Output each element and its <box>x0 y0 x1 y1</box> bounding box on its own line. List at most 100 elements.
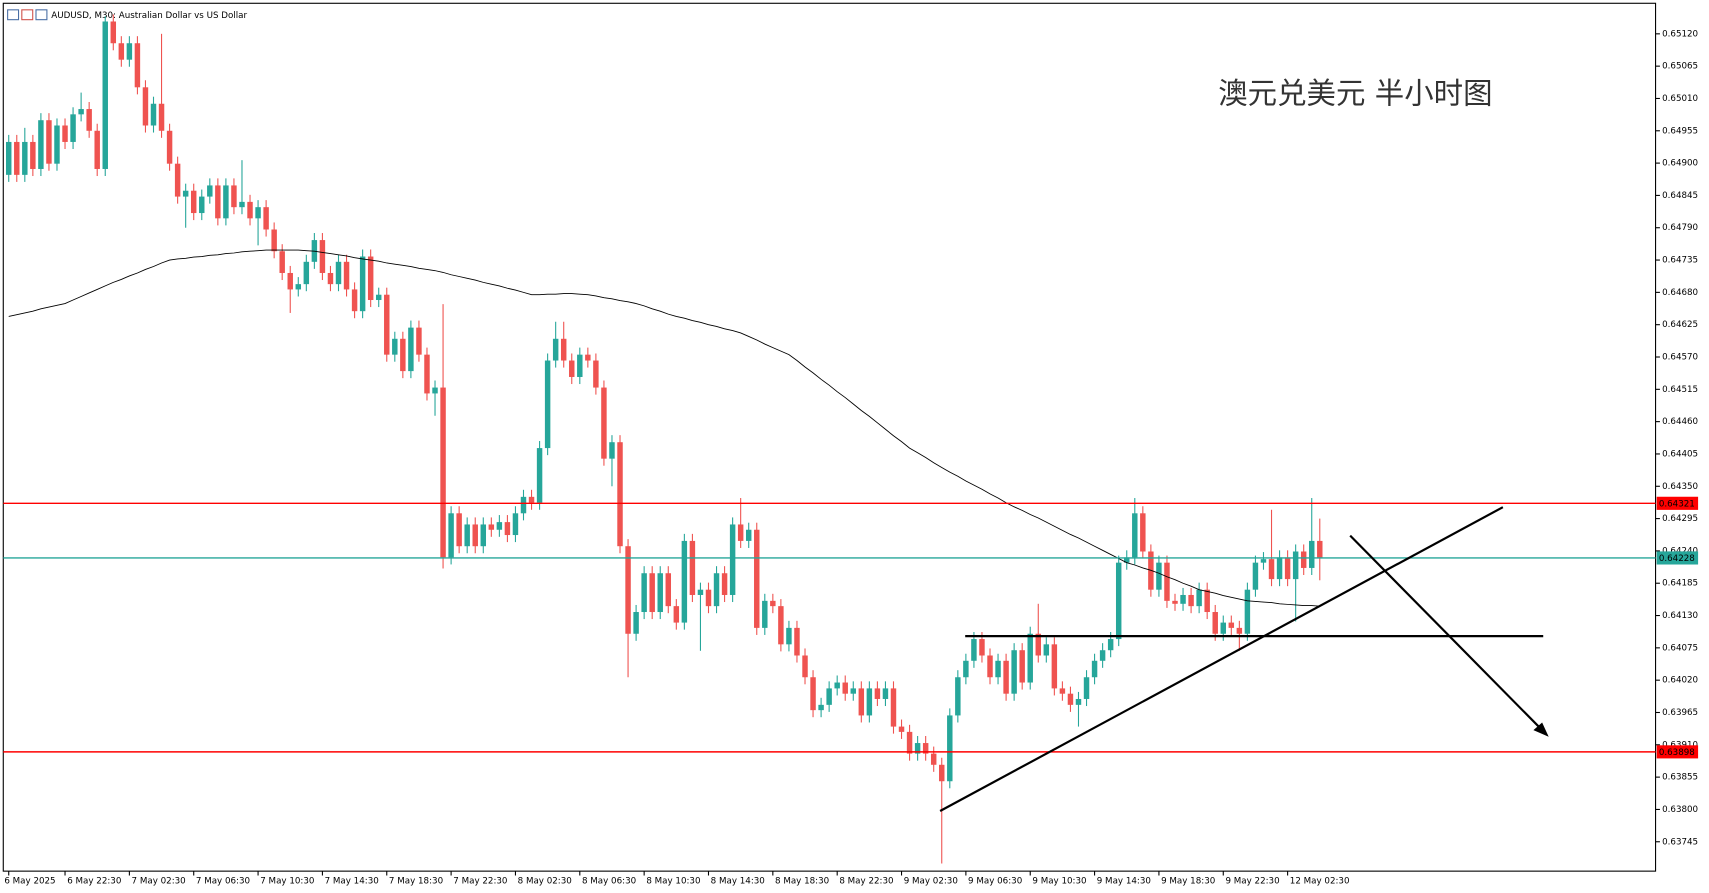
y-tick-label: 0.64955 <box>1662 126 1698 136</box>
price-label: 0.63898 <box>1659 748 1695 758</box>
candle-body <box>617 442 623 547</box>
x-tick-label: 7 May 22:30 <box>453 876 507 886</box>
candle-body <box>1164 562 1170 601</box>
plot-frame <box>2 2 1657 872</box>
candle-body <box>1035 633 1041 656</box>
candle-body <box>199 196 205 214</box>
candle-body <box>898 726 905 732</box>
candle-body <box>520 496 527 514</box>
x-tick-label: 12 May 02:30 <box>1290 876 1350 886</box>
candle-body <box>882 688 889 699</box>
candle-body <box>1172 600 1178 604</box>
candle-body <box>1220 622 1226 634</box>
x-tick-label: 8 May 06:30 <box>582 876 636 886</box>
candle-body <box>1196 589 1202 607</box>
candle-body <box>577 354 583 377</box>
candle-body <box>601 387 607 459</box>
candle-body <box>408 327 414 372</box>
y-tick-label: 0.64185 <box>1662 579 1698 589</box>
candle-body <box>1019 650 1025 683</box>
candle-body <box>263 207 269 230</box>
y-tick-label: 0.64735 <box>1662 256 1698 266</box>
candle-body <box>392 338 398 355</box>
candle-body <box>947 715 953 782</box>
candle-body <box>850 688 856 694</box>
x-tick-label: 9 May 10:30 <box>1032 876 1086 886</box>
x-tick-label: 8 May 14:30 <box>711 876 765 886</box>
x-tick-label: 8 May 10:30 <box>646 876 700 886</box>
candle-body <box>110 21 117 44</box>
candle-body <box>126 43 133 60</box>
candle-body <box>1268 559 1275 580</box>
candle-body <box>1300 551 1307 568</box>
candle-body <box>215 185 221 219</box>
y-tick-label: 0.64845 <box>1662 191 1698 201</box>
candle-body <box>440 387 446 558</box>
candle-body <box>279 251 285 273</box>
candle-body <box>303 261 310 285</box>
candle-body <box>810 677 816 711</box>
candle-body <box>697 589 704 595</box>
candle-body <box>633 612 639 634</box>
candle-body <box>367 256 374 301</box>
candle-body <box>319 240 326 273</box>
candle-body <box>1156 562 1162 590</box>
candle-body <box>657 573 663 613</box>
candle-body <box>842 682 848 694</box>
candle-body <box>142 87 149 126</box>
candle-body <box>86 109 92 131</box>
arrow-head <box>1533 722 1549 737</box>
candle-body <box>1051 644 1058 689</box>
x-tick-label: 7 May 14:30 <box>325 876 379 886</box>
candle-body <box>560 338 567 361</box>
y-tick-label: 0.64460 <box>1662 417 1698 427</box>
candle-body <box>786 627 792 645</box>
arrow-line <box>1349 534 1546 734</box>
candle-body <box>295 284 302 290</box>
candle-body <box>504 522 511 536</box>
candle-body <box>922 743 929 754</box>
candle-body <box>665 573 672 607</box>
candle-body <box>416 327 422 355</box>
candle-body <box>14 141 20 175</box>
candle-body <box>971 639 977 661</box>
y-tick-label: 0.64350 <box>1662 482 1698 492</box>
y-tick-label: 0.65065 <box>1662 62 1698 72</box>
candle-body <box>327 272 334 285</box>
candle-body <box>1244 589 1251 634</box>
y-tick-label: 0.64680 <box>1662 288 1698 298</box>
candle-body <box>802 655 808 678</box>
candle-body <box>754 529 760 628</box>
candle-body <box>858 688 865 716</box>
candle-body <box>713 573 720 607</box>
candle-body <box>1003 660 1009 694</box>
candle-body <box>22 141 28 175</box>
candle-body <box>866 688 873 716</box>
icon <box>35 9 48 21</box>
x-tick-label: 7 May 10:30 <box>260 876 314 886</box>
candle-body <box>625 546 631 634</box>
candle-body <box>1276 557 1283 580</box>
candle-body <box>384 294 390 355</box>
candle-body <box>979 639 985 656</box>
candle-body <box>1027 633 1033 683</box>
candle-body <box>287 272 293 290</box>
candle-body <box>271 229 277 252</box>
candle-body <box>544 360 551 449</box>
candle-body <box>609 442 615 459</box>
candle-body <box>890 688 897 727</box>
x-tick-label: 9 May 06:30 <box>968 876 1022 886</box>
icon <box>7 9 20 21</box>
candle-body <box>1091 660 1098 678</box>
candle-body <box>1284 557 1291 580</box>
x-tick-label: 6 May 2025 <box>4 876 55 886</box>
candle-body <box>1075 698 1082 705</box>
candle-body <box>1292 551 1299 580</box>
candle-body <box>1059 688 1066 694</box>
candle-body <box>1180 594 1186 604</box>
candle-body <box>681 540 688 623</box>
y-tick-label: 0.65120 <box>1662 29 1698 39</box>
